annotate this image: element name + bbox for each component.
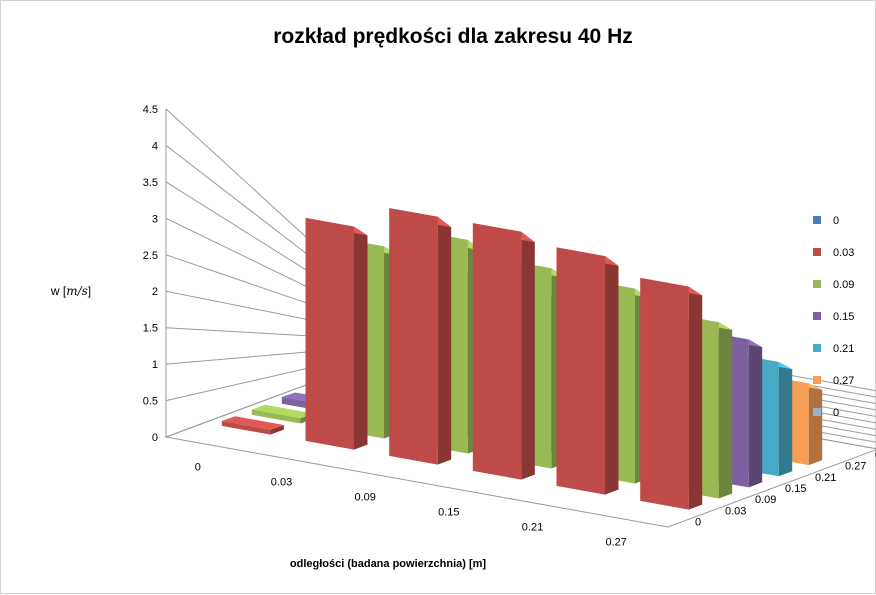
z-axis-title-prefix: w [ — [50, 284, 67, 298]
bar-series-1-cat-1 — [305, 217, 368, 450]
x-tick-label: 0.15 — [438, 507, 459, 519]
depth-tick-label: 0.09 — [755, 494, 776, 506]
legend-label: 0 — [833, 215, 839, 227]
legend-label: 0.03 — [833, 247, 854, 259]
legend-label: 0.21 — [833, 343, 854, 355]
x-tick-label: 0.09 — [354, 492, 375, 504]
bar-front — [389, 208, 438, 465]
legend-swatch — [813, 280, 821, 288]
bar-side — [605, 256, 619, 495]
bar-side — [270, 425, 284, 435]
z-tick-label: 4 — [152, 140, 158, 152]
legend-swatch — [813, 408, 821, 416]
bar-side — [748, 339, 763, 488]
bar-front — [221, 421, 271, 435]
bar-series-1-cat-3 — [472, 223, 535, 480]
bar-side — [808, 383, 823, 466]
z-tick-label: 3.5 — [143, 177, 158, 189]
depth-tick-label: 0.03 — [725, 505, 746, 517]
x-tick-label: 0.03 — [271, 477, 292, 489]
legend-label: 0 — [833, 407, 839, 419]
bar-series-1-cat-4 — [556, 247, 619, 495]
depth-tick-label: 0.21 — [815, 472, 836, 484]
bar-series-1-cat-2 — [389, 208, 452, 465]
bar-side — [521, 231, 535, 480]
z-axis-title-suffix: ] — [88, 284, 91, 298]
chart-title: rozkład prędkości dla zakresu 40 Hz — [273, 25, 632, 48]
bar-series-1-cat-5 — [640, 277, 703, 510]
z-tick-label: 2.5 — [143, 250, 158, 262]
x-axis-ticks: 0 0.03 0.09 0.15 0.21 0.27 — [195, 462, 627, 549]
bar-side — [718, 322, 733, 499]
depth-tick-label: 0 — [695, 516, 701, 528]
bar-front — [472, 223, 522, 480]
x-axis-title: odległości (badana powierzchnia) [m] — [290, 558, 487, 570]
z-axis-ticks: 0 0.5 1 1.5 2 2.5 3 3.5 4 4.5 — [143, 104, 158, 444]
z-tick-label: 1.5 — [143, 323, 158, 335]
depth-tick-label: 0.27 — [845, 461, 866, 473]
x-tick-label: 0.27 — [605, 537, 626, 549]
bar-series-1-cat-0 — [221, 416, 284, 435]
bar-top — [221, 416, 284, 430]
bar-top — [251, 404, 314, 419]
bar-front — [305, 217, 354, 450]
legend-label: 0.15 — [833, 311, 854, 323]
legend-swatch — [813, 312, 821, 320]
bar-front — [556, 247, 605, 495]
z-tick-label: 0 — [152, 432, 158, 444]
bar-front — [640, 277, 689, 510]
z-tick-label: 2 — [152, 286, 158, 298]
legend-swatch — [813, 216, 821, 224]
legend-swatch — [813, 376, 821, 384]
bar-side — [688, 286, 703, 510]
bar-side — [778, 362, 793, 477]
legend-swatch — [813, 248, 821, 256]
legend: 0 0.03 0.09 0.15 0.21 0.27 0 — [813, 215, 854, 419]
x-tick-label: 0 — [195, 462, 201, 474]
z-tick-label: 3 — [152, 213, 158, 225]
bar-front — [251, 409, 301, 424]
chart-bars — [221, 208, 823, 510]
z-tick-label: 1 — [152, 359, 158, 371]
bar-side — [354, 226, 368, 450]
depth-tick-label: 0.15 — [785, 483, 806, 495]
legend-label: 0.27 — [833, 375, 854, 387]
z-tick-label: 0.5 — [143, 396, 158, 408]
legend-swatch — [813, 344, 821, 352]
z-tick-label: 4.5 — [143, 104, 158, 116]
legend-label: 0.09 — [833, 279, 854, 291]
bar-side — [437, 216, 452, 465]
z-axis-title: w [m/s] — [50, 284, 91, 298]
x-tick-label: 0.21 — [522, 522, 543, 534]
z-axis-title-unit: m/s — [66, 284, 88, 298]
